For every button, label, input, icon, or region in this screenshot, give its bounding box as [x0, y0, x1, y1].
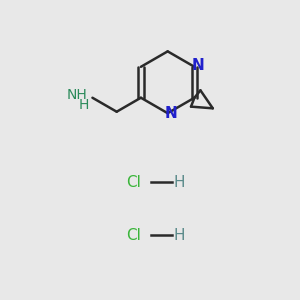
Text: H: H	[174, 175, 185, 190]
Text: Cl: Cl	[126, 228, 141, 243]
Text: NH: NH	[66, 88, 87, 102]
Text: N: N	[192, 58, 204, 73]
Text: Cl: Cl	[126, 175, 141, 190]
Text: H: H	[174, 228, 185, 243]
Text: H: H	[79, 98, 89, 112]
Text: N: N	[165, 106, 178, 121]
